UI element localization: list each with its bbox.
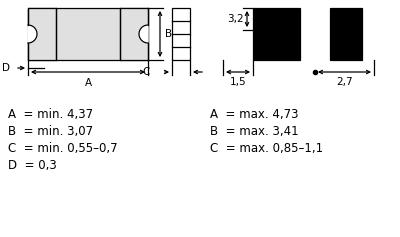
Text: C  = min. 0,55–0,7: C = min. 0,55–0,7 xyxy=(8,142,118,155)
Polygon shape xyxy=(28,25,37,43)
Bar xyxy=(253,8,300,60)
Text: C  = max. 0,85–1,1: C = max. 0,85–1,1 xyxy=(210,142,323,155)
Text: D: D xyxy=(2,63,10,73)
Bar xyxy=(172,8,190,60)
Text: 3,2: 3,2 xyxy=(227,14,244,24)
Text: C: C xyxy=(143,67,150,77)
Text: A  = min. 4,37: A = min. 4,37 xyxy=(8,108,93,121)
Text: A  = max. 4,73: A = max. 4,73 xyxy=(210,108,298,121)
Polygon shape xyxy=(139,25,148,43)
Bar xyxy=(120,8,148,60)
Bar xyxy=(28,8,148,60)
Text: A: A xyxy=(84,78,92,88)
Text: B: B xyxy=(165,29,172,39)
Bar xyxy=(330,8,362,60)
Text: B  = max. 3,41: B = max. 3,41 xyxy=(210,125,299,138)
Text: 2,7: 2,7 xyxy=(336,77,353,87)
Bar xyxy=(28,8,56,60)
Text: D  = 0,3: D = 0,3 xyxy=(8,159,57,172)
Text: 1,5: 1,5 xyxy=(230,77,246,87)
Text: B  = min. 3,07: B = min. 3,07 xyxy=(8,125,93,138)
